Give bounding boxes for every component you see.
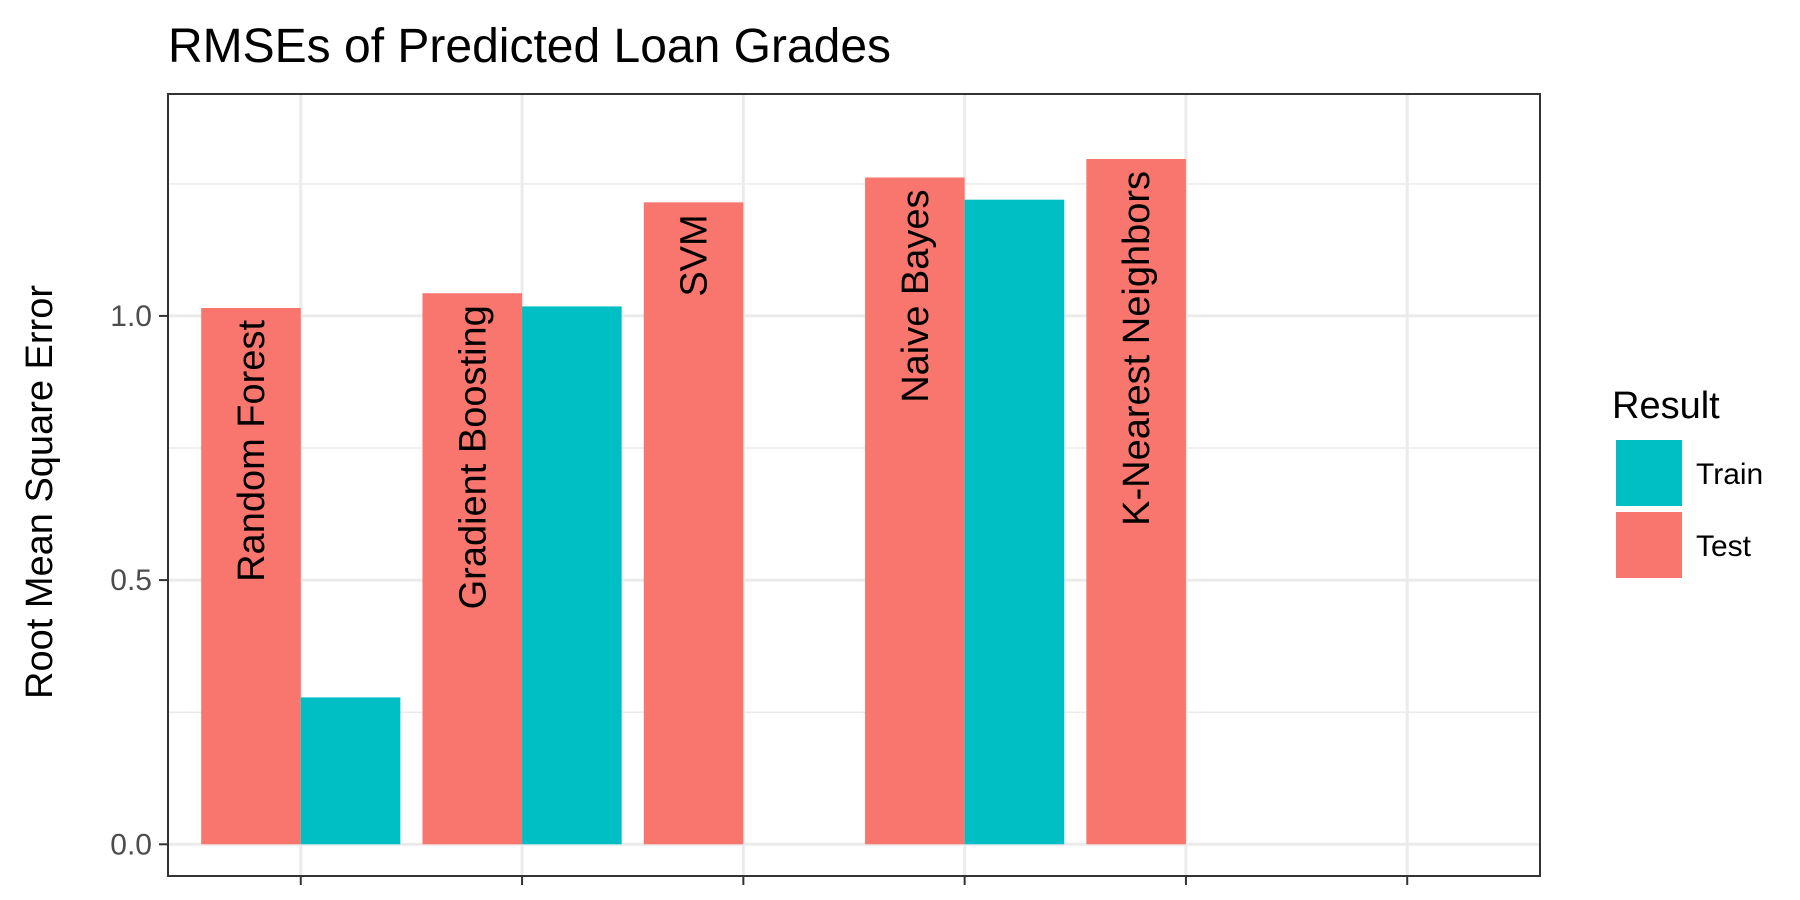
legend: Result Train Test [1612,385,1763,578]
bar-labels: Random Forest Gradient Boosting SVM Naive B… [231,171,1158,609]
bar-label: Gradient Boosting [452,305,494,609]
bar-test [643,202,744,845]
legend-label-train: Train [1696,458,1763,491]
y-tick-label: 0.5 [110,564,152,597]
y-tick-label: 0.0 [110,828,152,861]
chart-title: RMSEs of Predicted Loan Grades [168,20,891,73]
bar-test [422,293,523,845]
bar-label: Naive Bayes [895,189,937,402]
bar-test [201,307,301,845]
legend-title: Result [1612,385,1720,427]
legend-label-test: Test [1696,530,1752,563]
x-axis [299,876,1409,885]
bar-train [300,697,401,845]
bar-test [865,177,965,845]
bar-test [1086,158,1186,845]
bars [201,158,1186,845]
bar-label: Random Forest [231,320,273,582]
plot-border [167,93,1541,877]
legend-key-train [1616,440,1682,506]
y-axis: 0.0 0.5 1.0 [110,300,168,861]
bar-label: K-Nearest Neighbors [1116,171,1158,526]
legend-key-test [1616,512,1682,578]
y-axis-title: Root Mean Square Error [19,285,61,699]
bar-train [964,199,1065,845]
plot-panel: Random Forest Gradient Boosting SVM Naive B… [167,93,1541,877]
bar-train [522,306,622,845]
y-tick-label: 1.0 [110,300,152,333]
bar-label: SVM [674,214,716,296]
